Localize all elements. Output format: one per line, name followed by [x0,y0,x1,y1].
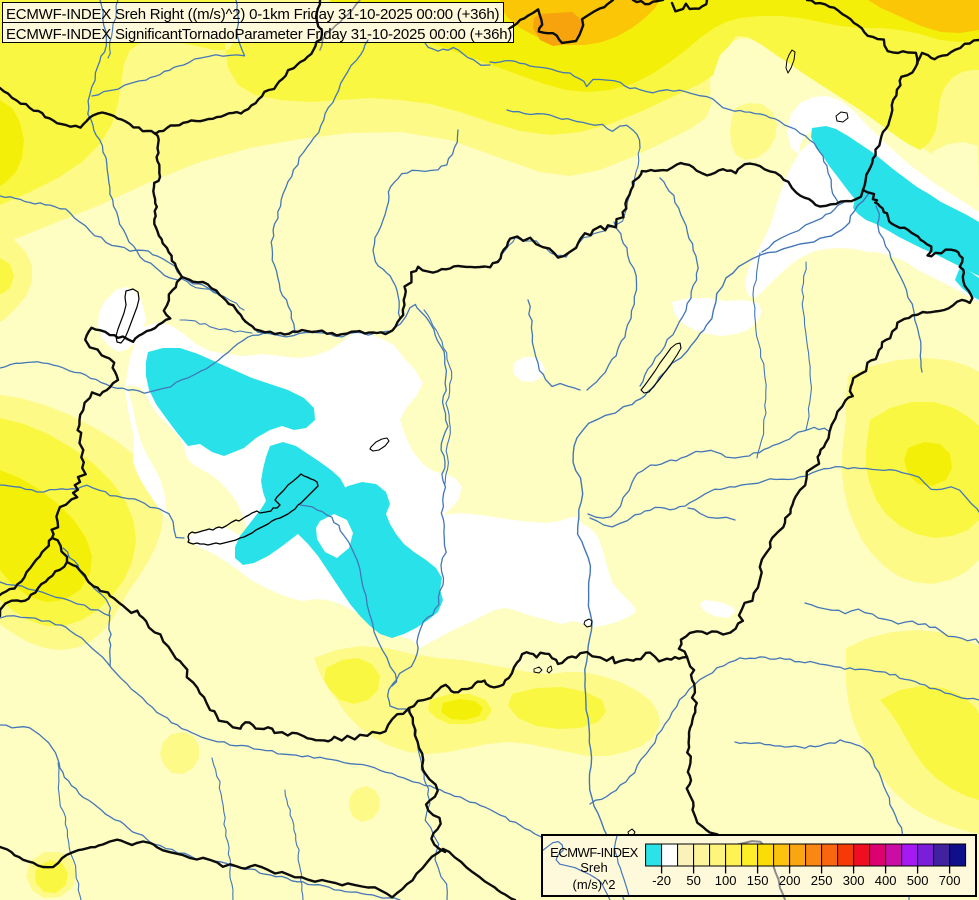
svg-text:100: 100 [715,873,737,888]
svg-text:Sreh: Sreh [580,860,607,875]
svg-text:ECMWF-INDEX Sreh Right ((m/s)^: ECMWF-INDEX Sreh Right ((m/s)^2) 0-1km F… [6,6,499,23]
svg-text:50: 50 [686,873,700,888]
svg-text:ECMWF-INDEX SignificantTornado: ECMWF-INDEX SignificantTornadoParameter … [6,26,512,43]
svg-text:500: 500 [907,873,929,888]
svg-text:700: 700 [939,873,961,888]
svg-text:150: 150 [747,873,769,888]
svg-text:(m/s)^2: (m/s)^2 [573,877,616,892]
svg-text:400: 400 [875,873,897,888]
svg-text:250: 250 [811,873,833,888]
svg-text:200: 200 [779,873,801,888]
svg-text:300: 300 [843,873,865,888]
svg-text:ECMWF-INDEX: ECMWF-INDEX [550,845,638,860]
svg-text:-20: -20 [652,873,671,888]
